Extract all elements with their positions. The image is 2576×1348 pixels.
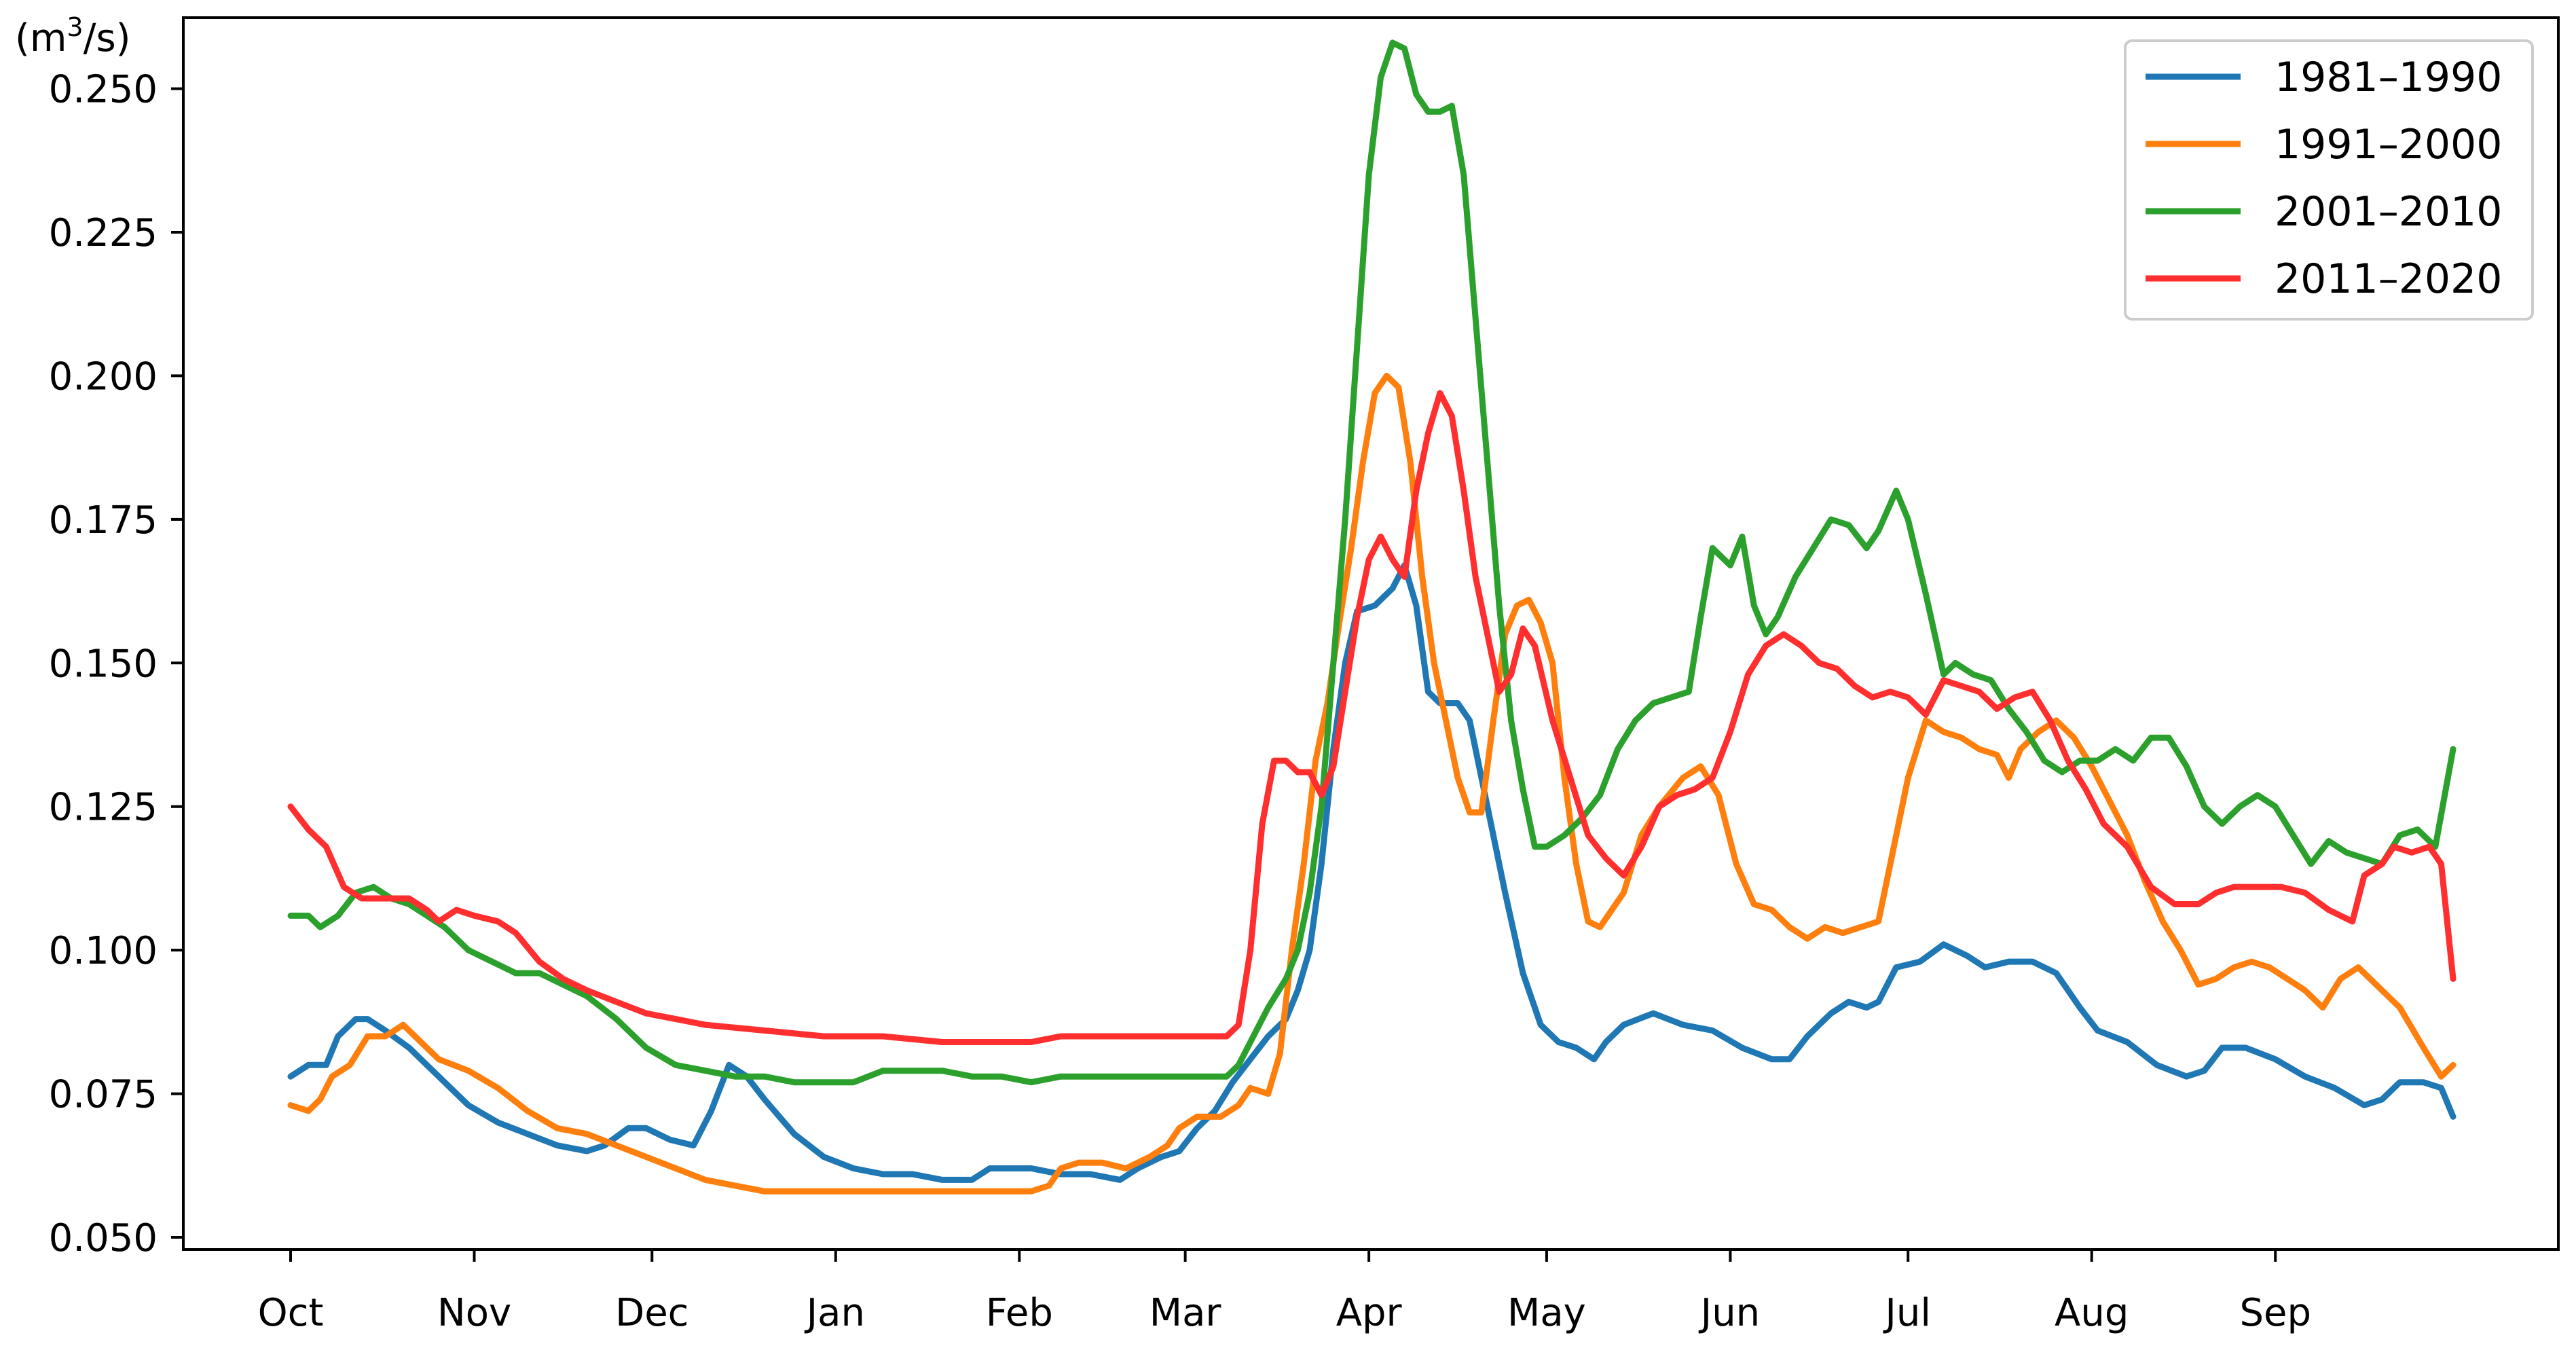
- x-tick-label: Jan: [805, 1291, 865, 1335]
- x-axis: Oct Nov Dec Jan Feb Mar Apr May Jun Jul Aug Sep: [258, 1250, 2311, 1335]
- x-tick-label: Feb: [986, 1291, 1053, 1335]
- legend-label: 1991–2000: [2275, 121, 2502, 168]
- y-tick-label: 0.225: [49, 211, 158, 255]
- y-tick-label: 0.100: [49, 929, 158, 973]
- legend-box: [2124, 39, 2534, 321]
- x-tick-label: Jun: [1699, 1291, 1761, 1335]
- x-tick-label: Apr: [1336, 1291, 1403, 1335]
- x-tick-label: Jul: [1883, 1291, 1931, 1335]
- legend-label: 1981–1990: [2275, 54, 2502, 101]
- x-tick-label: Mar: [1149, 1291, 1222, 1335]
- series-line: [287, 562, 2457, 1183]
- x-tick-label: Oct: [258, 1291, 324, 1335]
- legend: 1981–1990 1991–2000 2001–2010 2011–2020: [2124, 39, 2534, 321]
- y-tick-label: 0.125: [49, 786, 158, 830]
- y-tick-label: 0.250: [49, 68, 158, 112]
- y-tick-label: 0.050: [49, 1216, 158, 1260]
- y-tick-label: 0.150: [49, 642, 158, 686]
- y-tick-label: 0.200: [49, 354, 158, 399]
- y-axis-unit: (m3/s): [15, 12, 130, 60]
- series-line: [287, 39, 2457, 1086]
- legend-label: 2001–2010: [2275, 188, 2502, 236]
- y-axis: 0.050 0.075 0.100 0.125 0.150 0.175 0.200 0.225…: [49, 68, 183, 1260]
- y-tick-label: 0.175: [49, 498, 158, 543]
- series-line: [287, 390, 2457, 1045]
- x-tick-label: Sep: [2239, 1291, 2311, 1335]
- x-tick-label: May: [1507, 1291, 1586, 1335]
- legend-label: 2011–2020: [2275, 255, 2502, 303]
- x-tick-label: Nov: [437, 1291, 511, 1335]
- y-tick-label: 0.075: [49, 1073, 158, 1117]
- x-tick-label: Aug: [2055, 1291, 2129, 1335]
- series-lines: [287, 39, 2457, 1195]
- x-tick-label: Dec: [615, 1291, 688, 1335]
